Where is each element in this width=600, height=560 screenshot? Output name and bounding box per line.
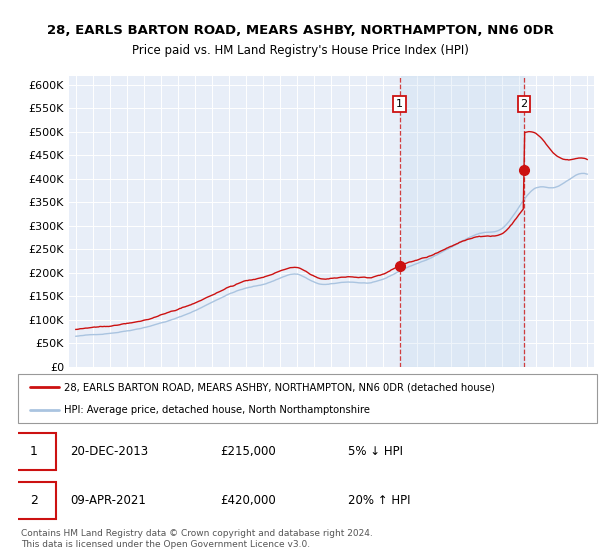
Text: 1: 1 [396,99,403,109]
Text: 5% ↓ HPI: 5% ↓ HPI [348,445,403,458]
Text: 20-DEC-2013: 20-DEC-2013 [70,445,148,458]
Text: 28, EARLS BARTON ROAD, MEARS ASHBY, NORTHAMPTON, NN6 0DR: 28, EARLS BARTON ROAD, MEARS ASHBY, NORT… [47,24,553,38]
FancyBboxPatch shape [12,482,56,519]
Text: 2: 2 [521,99,527,109]
Text: 1: 1 [29,445,38,458]
Text: 2: 2 [29,494,38,507]
Text: £420,000: £420,000 [221,494,277,507]
Text: 28, EARLS BARTON ROAD, MEARS ASHBY, NORTHAMPTON, NN6 0DR (detached house): 28, EARLS BARTON ROAD, MEARS ASHBY, NORT… [64,382,495,393]
Text: 20% ↑ HPI: 20% ↑ HPI [348,494,410,507]
Text: £215,000: £215,000 [221,445,277,458]
Text: Price paid vs. HM Land Registry's House Price Index (HPI): Price paid vs. HM Land Registry's House … [131,44,469,57]
Bar [400,76,524,367]
Text: Contains HM Land Registry data © Crown copyright and database right 2024.
This d: Contains HM Land Registry data © Crown c… [21,529,373,549]
FancyBboxPatch shape [18,374,597,423]
Text: 09-APR-2021: 09-APR-2021 [70,494,146,507]
FancyBboxPatch shape [12,433,56,470]
Text: HPI: Average price, detached house, North Northamptonshire: HPI: Average price, detached house, Nort… [64,405,370,416]
